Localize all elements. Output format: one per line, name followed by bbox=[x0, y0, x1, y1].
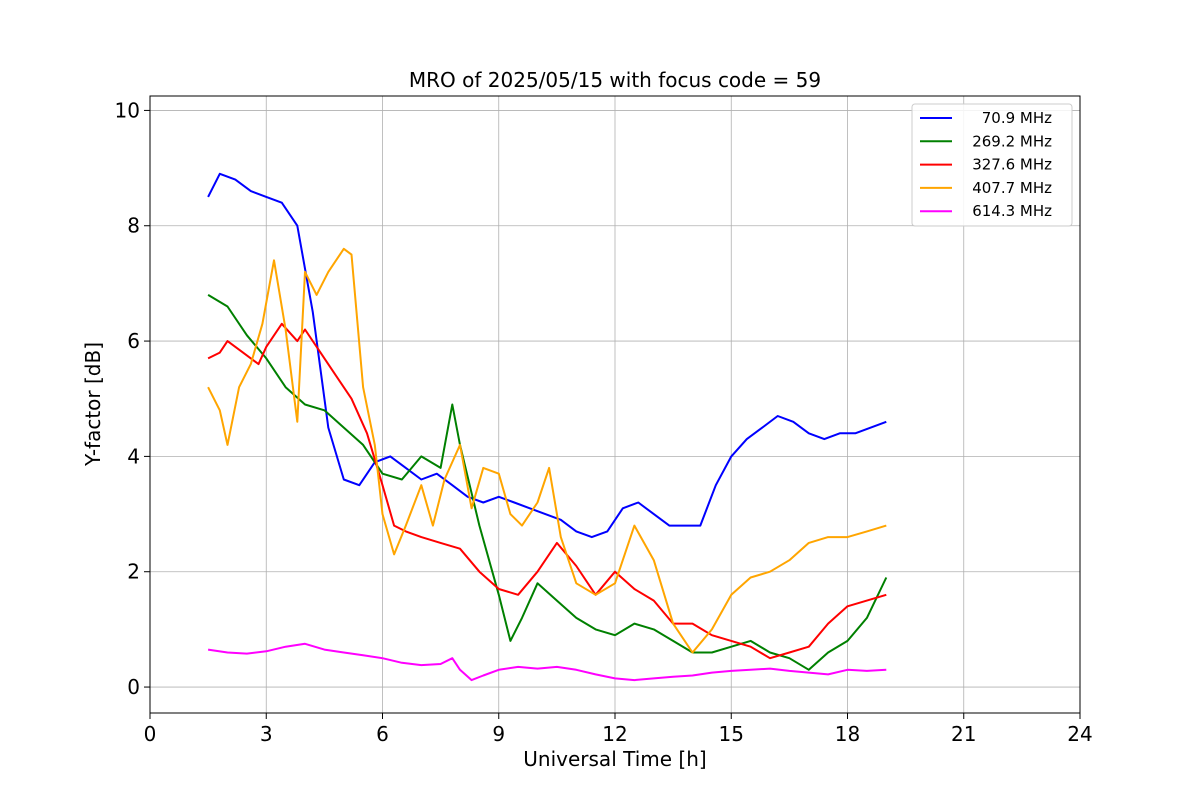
series-line-2 bbox=[207, 322, 887, 660]
x-axis: 0 3 6 9 12 15 18 21 24 bbox=[144, 713, 1093, 746]
series-line-3 bbox=[207, 247, 887, 654]
x-tick-label: 15 bbox=[719, 722, 744, 746]
y-tick-label: 8 bbox=[127, 214, 140, 238]
legend-label-4: 614.3 MHz bbox=[972, 202, 1052, 220]
y-tick-label: 4 bbox=[127, 444, 140, 468]
x-tick-label: 18 bbox=[835, 722, 860, 746]
y-axis: 0 2 4 6 8 10 bbox=[115, 98, 150, 699]
y-tick-label: 6 bbox=[127, 329, 140, 353]
legend-label-3: 407.7 MHz bbox=[972, 179, 1052, 197]
series-lines bbox=[207, 172, 888, 682]
x-tick-label: 12 bbox=[602, 722, 627, 746]
legend-label-2: 327.6 MHz bbox=[972, 156, 1052, 174]
y-tick-label: 2 bbox=[127, 560, 140, 584]
x-tick-label: 21 bbox=[951, 722, 976, 746]
y-tick-label: 10 bbox=[115, 98, 140, 122]
x-tick-label: 0 bbox=[144, 722, 157, 746]
x-tick-label: 6 bbox=[376, 722, 389, 746]
x-tick-label: 9 bbox=[492, 722, 505, 746]
chart-title: MRO of 2025/05/15 with focus code = 59 bbox=[409, 68, 821, 92]
legend-label-1: 269.2 MHz bbox=[972, 132, 1052, 150]
x-tick-label: 24 bbox=[1067, 722, 1092, 746]
x-axis-label: Universal Time [h] bbox=[523, 747, 706, 771]
series-line-1 bbox=[207, 294, 888, 671]
legend-box bbox=[911, 103, 1073, 227]
legend: 70.9 MHz 269.2 MHz 327.6 MHz 407.7 MHz 614.3… bbox=[911, 103, 1073, 227]
y-axis-label: Y-factor [dB] bbox=[81, 342, 105, 467]
series-line-0 bbox=[207, 172, 887, 539]
legend-label-0: 70.9 MHz bbox=[982, 109, 1052, 127]
series-line-4 bbox=[207, 642, 887, 682]
x-tick-label: 3 bbox=[260, 722, 273, 746]
y-tick-label: 0 bbox=[127, 675, 140, 699]
